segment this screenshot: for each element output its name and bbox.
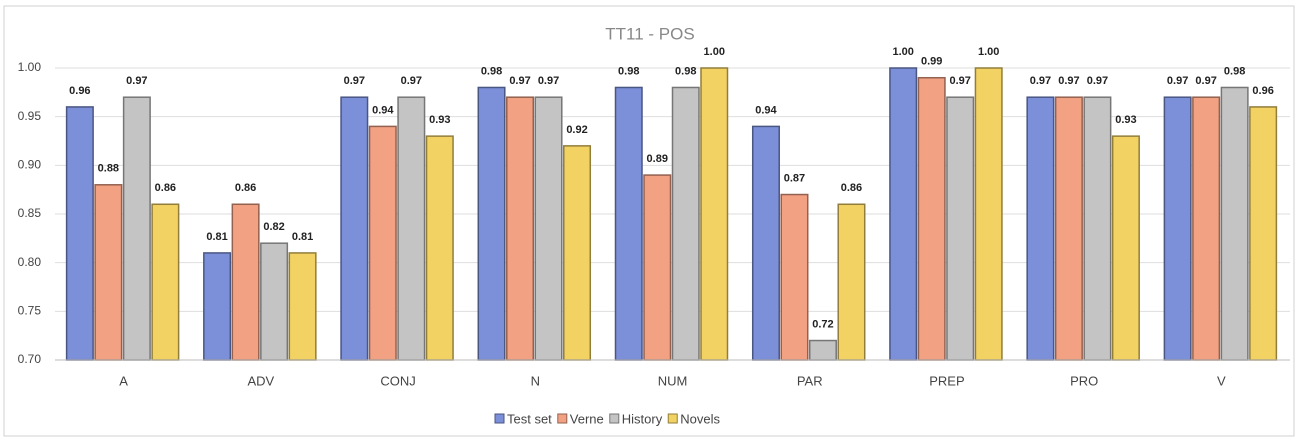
value-label: 0.82	[263, 221, 284, 233]
value-label: 0.96	[1252, 85, 1273, 97]
value-label: 0.97	[401, 75, 422, 87]
bar	[260, 242, 289, 361]
value-label: 0.97	[538, 75, 559, 87]
legend-swatch	[609, 413, 620, 424]
legend-swatch	[667, 413, 678, 424]
bar	[368, 125, 397, 361]
x-tick-label: PREP	[929, 373, 964, 388]
value-label: 0.98	[618, 65, 639, 77]
value-label: 0.97	[1087, 75, 1108, 87]
bar	[397, 96, 426, 361]
value-label: 0.98	[481, 65, 502, 77]
bar	[203, 252, 232, 361]
x-tick-label: NUM	[658, 373, 688, 388]
bar	[506, 96, 535, 361]
legend-swatch	[494, 413, 505, 424]
x-tick-label: ADV	[247, 373, 274, 388]
chart-title: TT11 - POS	[605, 24, 694, 43]
value-label: 0.97	[509, 75, 530, 87]
bar	[671, 86, 700, 361]
bar	[1163, 96, 1192, 361]
bar	[1249, 106, 1278, 361]
y-tick-label: 0.95	[18, 109, 42, 123]
value-label: 0.93	[429, 114, 450, 126]
value-label: 0.97	[1058, 75, 1079, 87]
legend-label: Verne	[570, 411, 604, 426]
bar	[917, 76, 946, 361]
value-label: 0.81	[292, 231, 313, 243]
value-label: 0.86	[155, 182, 176, 194]
value-label: 0.97	[949, 75, 970, 87]
value-label: 0.97	[1167, 75, 1188, 87]
value-label: 0.86	[235, 182, 256, 194]
value-label: 0.94	[755, 104, 777, 116]
x-tick-label: V	[1217, 373, 1226, 388]
value-label: 0.97	[126, 75, 147, 87]
bar	[65, 106, 94, 361]
value-label: 0.97	[344, 75, 365, 87]
bar	[1054, 96, 1083, 361]
value-label: 0.92	[566, 124, 587, 136]
bar	[425, 135, 454, 361]
x-tick-label: N	[531, 373, 540, 388]
bar	[889, 67, 918, 361]
x-tick-label: PAR	[797, 373, 823, 388]
bar	[534, 96, 563, 361]
value-label: 0.81	[206, 231, 227, 243]
y-tick-label: 0.85	[18, 206, 42, 220]
x-tick-label: PRO	[1070, 373, 1098, 388]
value-label: 1.00	[704, 46, 725, 58]
bar	[974, 67, 1003, 361]
value-label: 0.98	[675, 65, 696, 77]
value-label: 1.00	[978, 46, 999, 58]
value-label: 0.96	[69, 85, 90, 97]
value-label: 0.97	[1030, 75, 1051, 87]
y-tick-label: 0.80	[18, 255, 42, 269]
bar	[122, 96, 151, 361]
legend-swatch	[557, 413, 568, 424]
x-tick-label: A	[119, 373, 128, 388]
value-label: 0.98	[1224, 65, 1245, 77]
bar	[151, 203, 180, 361]
legend-label: Test set	[507, 411, 552, 426]
bar	[1220, 86, 1249, 361]
value-label: 0.88	[98, 163, 119, 175]
y-tick-label: 1.00	[18, 60, 42, 74]
bar	[1083, 96, 1112, 361]
x-tick-label: CONJ	[380, 373, 415, 388]
value-label: 0.89	[647, 153, 668, 165]
bar	[946, 96, 975, 361]
bar	[643, 174, 672, 361]
value-label: 0.99	[921, 56, 942, 68]
bar	[477, 86, 506, 361]
legend-label: Novels	[680, 411, 720, 426]
bar	[288, 252, 317, 361]
legend-label: History	[622, 411, 663, 426]
value-label: 0.94	[372, 104, 394, 116]
bar	[1192, 96, 1221, 361]
y-tick-label: 0.90	[18, 158, 42, 172]
value-label: 0.72	[812, 318, 833, 330]
bar	[837, 203, 866, 361]
bar	[1026, 96, 1055, 361]
bar	[1111, 135, 1140, 361]
bar	[751, 125, 780, 361]
y-tick-label: 0.70	[18, 352, 42, 366]
bar	[700, 67, 729, 361]
bar	[231, 203, 260, 361]
bar	[614, 86, 643, 361]
y-tick-label: 0.75	[18, 304, 42, 318]
bar	[94, 184, 123, 361]
bar	[808, 339, 837, 361]
bar	[780, 193, 809, 361]
bar	[340, 96, 369, 361]
value-label: 0.93	[1115, 114, 1136, 126]
value-label: 0.87	[784, 172, 805, 184]
value-label: 0.97	[1195, 75, 1216, 87]
value-label: 1.00	[892, 46, 913, 58]
bar	[563, 145, 592, 361]
value-label: 0.86	[841, 182, 862, 194]
